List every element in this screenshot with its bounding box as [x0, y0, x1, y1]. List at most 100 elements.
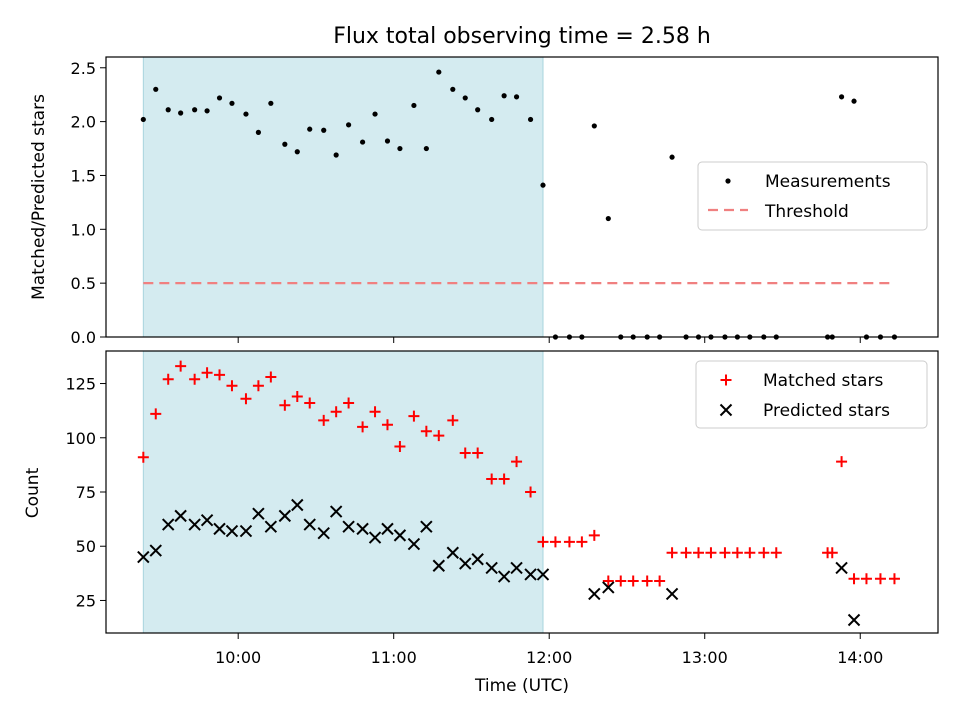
matched-star-point: [888, 573, 900, 585]
predicted-star-point: [303, 518, 316, 531]
predicted-star-point: [149, 544, 162, 557]
matched-star-point: [343, 397, 355, 409]
matched-star-point: [602, 575, 614, 587]
measurement-point: [192, 107, 198, 113]
matched-star-point: [693, 547, 705, 559]
predicted-star-point: [665, 587, 679, 601]
measurement-point: [527, 116, 534, 123]
measurement-point: [165, 107, 171, 113]
matched-star-point: [511, 456, 523, 468]
legend-matched-plus: [720, 374, 732, 386]
matched-star-point: [498, 473, 510, 485]
matched-star-point: [731, 547, 743, 559]
predicted-star-point: [432, 559, 446, 572]
measurement-point: [321, 127, 327, 133]
measurement-point: [229, 100, 235, 106]
x-axis-label: Time (UTC): [474, 676, 569, 696]
matched-star-point: [265, 371, 277, 383]
matched-star-point: [189, 373, 201, 385]
predicted-star-point: [368, 531, 382, 544]
matched-star-point: [641, 575, 653, 587]
predicted-star-point: [847, 613, 861, 627]
y-tick-label: 2.5: [71, 59, 96, 78]
measurement-point: [436, 69, 442, 75]
measurement-point: [475, 107, 481, 113]
measurement-point: [540, 182, 546, 188]
matched-star-point: [666, 547, 678, 559]
top-legend-box: [697, 161, 928, 231]
legend-predicted-marker: [719, 403, 733, 417]
matched-star-point: [304, 397, 316, 409]
bottom-legend: Matched stars Predicted stars: [695, 360, 928, 429]
x-tick-label: 13:00: [682, 648, 728, 667]
predicted-star-point: [485, 561, 498, 575]
matched-star-point: [486, 473, 498, 485]
measurement-point: [204, 108, 210, 114]
matched-star-point: [525, 486, 537, 498]
x-tick-label: 12:00: [526, 648, 572, 667]
predicted-star-point: [835, 561, 848, 575]
matched-star-point: [874, 573, 886, 585]
predicted-star-point: [471, 553, 484, 566]
matched-star-point: [744, 547, 756, 559]
matched-star-point: [420, 425, 432, 437]
matched-star-point: [137, 451, 149, 463]
matched-star-point: [627, 575, 639, 587]
y-tick-label: 0.5: [71, 274, 96, 293]
matched-star-point: [150, 408, 162, 420]
measurement-point: [153, 86, 159, 92]
matched-star-point: [836, 456, 848, 468]
predicted-star-point: [602, 581, 615, 594]
matched-star-point: [826, 547, 838, 559]
legend-threshold-label: Threshold: [764, 202, 849, 222]
measurement-point: [489, 116, 495, 123]
x-tick-label: 11:00: [371, 648, 417, 667]
matched-star-point: [654, 575, 666, 587]
measurement-point: [411, 102, 417, 109]
bottom-y-ticks: 25 50 75 100 125: [65, 375, 106, 610]
predicted-star-point: [174, 509, 187, 523]
predicted-star-point: [407, 537, 421, 551]
predicted-star-point: [252, 507, 265, 520]
measurement-point: [838, 94, 845, 100]
measurement-point: [216, 95, 223, 101]
y-tick-label: 1.5: [71, 166, 96, 185]
y-tick-label: 100: [65, 429, 96, 448]
matched-star-point: [770, 547, 782, 559]
measurement-point: [450, 86, 456, 92]
predicted-star-point: [264, 520, 278, 533]
y-tick-label: 50: [76, 537, 96, 556]
legend-measurements-marker: [725, 178, 731, 184]
predicted-star-point: [510, 561, 523, 575]
matched-star-point: [357, 421, 369, 433]
matched-star-point: [705, 547, 717, 559]
bottom-shaded-region: [142, 350, 544, 634]
predicted-star-point: [536, 568, 550, 581]
measurement-point: [346, 122, 352, 128]
matched-star-point: [381, 419, 393, 431]
measurement-point: [359, 139, 366, 145]
matched-star-point: [719, 547, 731, 559]
matched-star-point: [433, 430, 445, 442]
measurement-point: [268, 100, 274, 106]
matched-star-point: [860, 573, 872, 585]
bottom-legend-box: [695, 360, 928, 429]
bottom-x-ticks: 10:00 11:00 12:00 13:00 14:00: [215, 633, 883, 667]
matched-star-point: [252, 380, 264, 392]
bottom-axes-frame: [105, 350, 939, 634]
x-tick-label: 10:00: [215, 648, 261, 667]
matched-star-point: [459, 447, 471, 459]
matched-star-point: [537, 536, 549, 548]
matched-star-point: [214, 369, 226, 381]
y-tick-label: 0.0: [71, 328, 96, 347]
predicted-star-point: [137, 550, 150, 564]
y-tick-label: 75: [76, 483, 96, 502]
matched-star-point: [162, 373, 174, 385]
predicted-star-point: [420, 520, 433, 533]
y-tick-label: 1.0: [71, 220, 96, 239]
matched-star-point: [563, 536, 575, 548]
predicted-star-point: [459, 557, 472, 570]
matched-star-point: [447, 414, 459, 426]
predicted-star-point: [161, 518, 175, 531]
matched-star-point: [472, 447, 484, 459]
